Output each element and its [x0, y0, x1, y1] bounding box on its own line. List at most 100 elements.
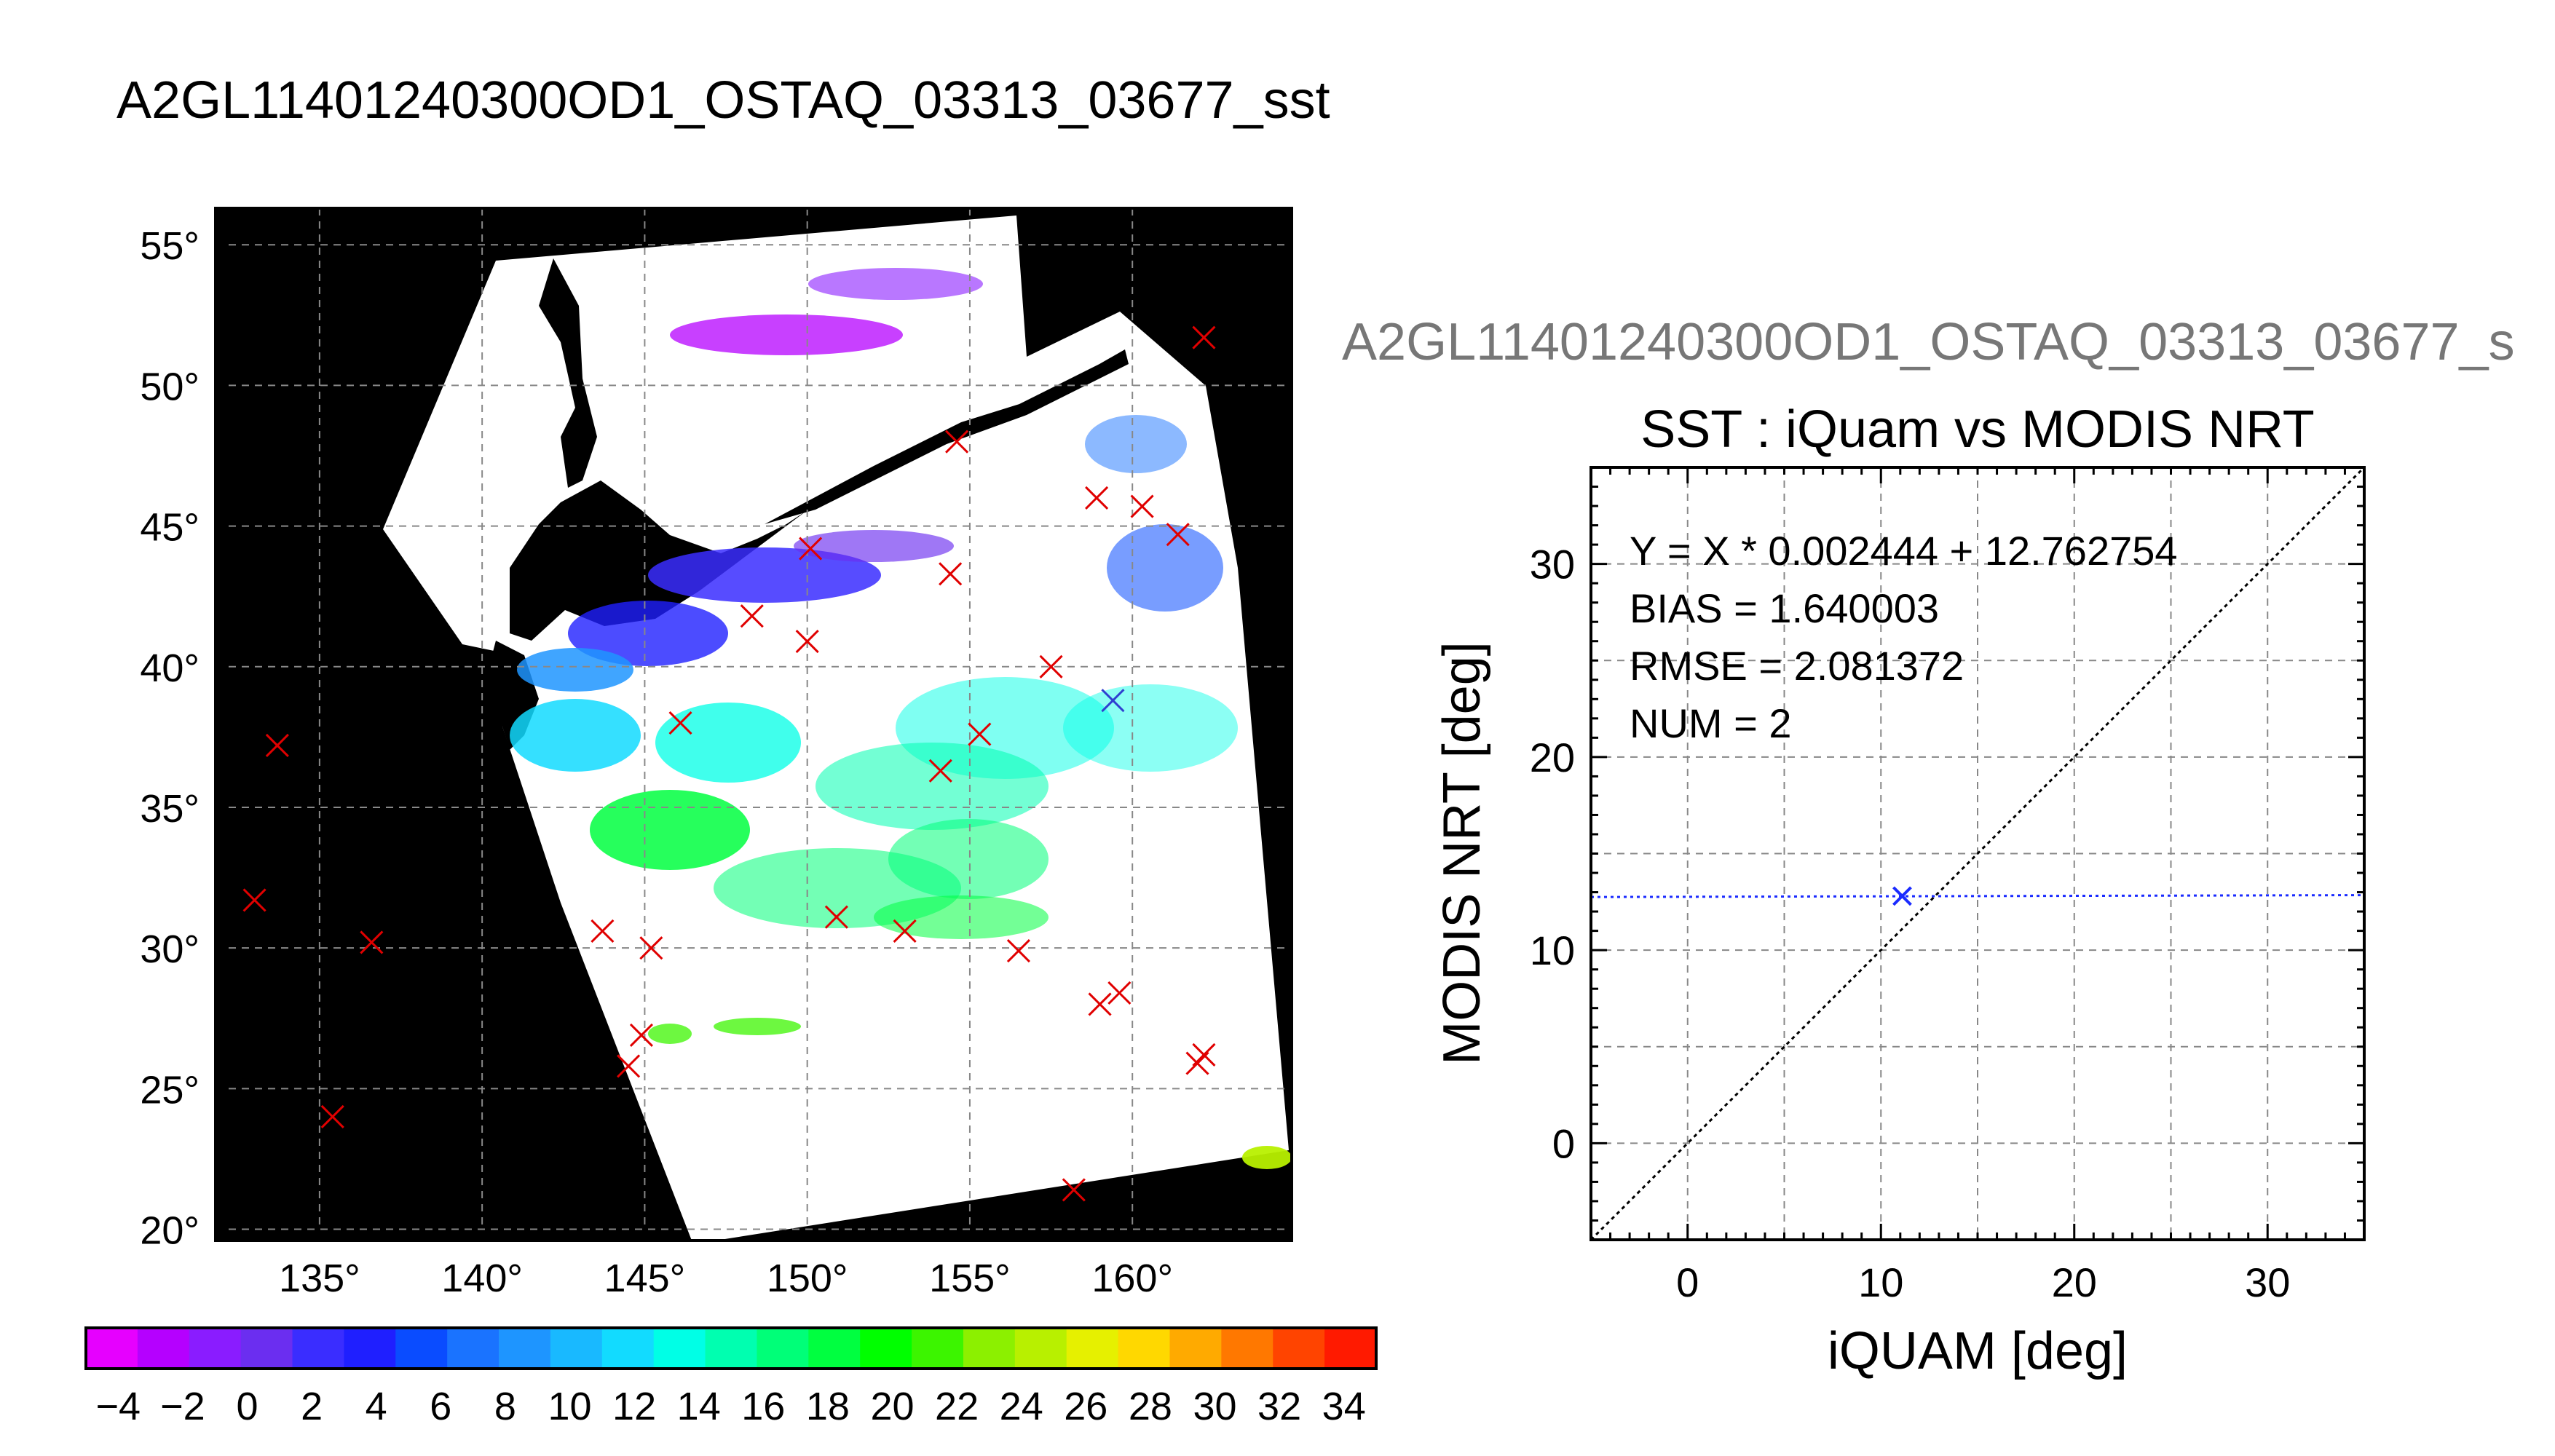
map-marker	[1062, 1178, 1086, 1202]
colorbar-cell	[137, 1328, 190, 1369]
colorbar-cell	[757, 1328, 809, 1369]
colorbar-tick-label: 4	[366, 1385, 387, 1428]
map-marker	[242, 888, 266, 912]
map-lat-label: 20°	[140, 1209, 200, 1253]
map-marker-stroke	[265, 733, 289, 758]
x-tick-labels: 0 10 20 30	[1676, 1259, 2290, 1305]
scatter-point	[1892, 886, 1912, 906]
map-marker-stroke	[629, 1023, 654, 1048]
fit-line	[1591, 894, 2364, 898]
map-ticks	[216, 243, 1134, 1241]
map-marker-stroke	[795, 629, 819, 654]
map-marker-stroke	[893, 919, 917, 943]
scatter-panel: A2GL11401240300OD1_OSTAQ_03313_03677_s S…	[1342, 313, 2515, 1380]
map-marker	[824, 905, 848, 929]
colorbar-tick-label: 18	[806, 1385, 850, 1428]
stats-bias: BIAS = 1.640003	[1630, 585, 1939, 631]
scatter-ticks	[1590, 466, 2366, 1241]
colorbar-tick-label: 34	[1322, 1385, 1366, 1428]
colorbar-cell	[550, 1328, 603, 1369]
x-tick-label: 10	[1858, 1259, 1903, 1305]
x-tick-label: 20	[2052, 1259, 2097, 1305]
colorbar-tick-label: 26	[1064, 1385, 1107, 1428]
map-marker-stroke	[799, 537, 823, 561]
map-marker	[1192, 325, 1216, 349]
map-marker-stroke	[1085, 486, 1109, 510]
colorbar-cells	[86, 1328, 1377, 1369]
y-tick-label: 30	[1530, 542, 1575, 587]
map-marker-stroke	[1039, 654, 1063, 678]
map-marker	[629, 1023, 654, 1048]
stats-fit-equation: Y = X * 0.002444 + 12.762754	[1630, 528, 2178, 574]
colorbar-tick-label: 16	[741, 1385, 785, 1428]
map-marker	[591, 919, 615, 943]
map-marker	[893, 919, 917, 943]
map-marker-stroke	[320, 1104, 344, 1129]
land-hokkaido	[510, 480, 808, 641]
colorbar-tick-label: 20	[870, 1385, 914, 1428]
colorbar-tick-label: 10	[548, 1385, 591, 1428]
colorbar-cell	[860, 1328, 912, 1369]
y-axis-label: MODIS NRT [deg]	[1433, 641, 1491, 1065]
map-lon-label: 155°	[929, 1257, 1011, 1300]
colorbar-cell	[1014, 1328, 1067, 1369]
colorbar-cell	[189, 1328, 242, 1369]
map-lon-labels: 135° 140° 145° 150° 155° 160°	[279, 1257, 1173, 1300]
map-marker	[639, 936, 663, 960]
swath-area	[383, 215, 1289, 1241]
colorbar-cell	[292, 1328, 344, 1369]
stats-rmse: RMSE = 2.081372	[1630, 643, 1964, 689]
map-marker	[1166, 523, 1190, 547]
colorbar-tick-label: 30	[1193, 1385, 1236, 1428]
map-marker-stroke	[668, 711, 692, 735]
colorbar-labels: −4 −2 0 2 4 6 8 10 12 14 16 18 20 22 24 26 28 30 32 34	[96, 1385, 1366, 1428]
map-lat-label: 35°	[140, 787, 200, 831]
map-marker-stroke	[1006, 938, 1030, 963]
colorbar-tick-label: 24	[1000, 1385, 1043, 1428]
colorbar-cell	[808, 1328, 861, 1369]
map-marker-stroke	[740, 604, 764, 628]
colorbar-cell	[963, 1328, 1016, 1369]
colorbar-tick-label: −4	[96, 1385, 141, 1428]
map-marker-stroke	[824, 905, 848, 929]
map-lon-label: 160°	[1091, 1257, 1173, 1300]
y-tick-label: 20	[1530, 735, 1575, 780]
map-marker-stroke	[591, 919, 615, 943]
sst-patches	[510, 268, 1292, 1169]
map-lon-label: 140°	[441, 1257, 523, 1300]
colorbar-cell	[86, 1328, 138, 1369]
colorbar-cell	[1118, 1328, 1171, 1369]
map-marker-stroke	[242, 888, 266, 912]
map-marker-stroke	[360, 930, 384, 954]
colorbar-cell	[1066, 1328, 1119, 1369]
map-marker	[939, 562, 963, 586]
colorbar-cell	[1324, 1328, 1377, 1369]
map-marker	[928, 759, 952, 783]
map-marker-stroke	[928, 759, 952, 783]
scatter-subtitle: A2GL11401240300OD1_OSTAQ_03313_03677_s	[1342, 313, 2515, 371]
map-marker	[668, 711, 692, 735]
colorbar-cell	[1221, 1328, 1273, 1369]
colorbar-cell	[447, 1328, 499, 1369]
colorbar-tick-label: 0	[236, 1385, 258, 1428]
map-marker	[1088, 992, 1112, 1016]
map-marker-stroke	[1166, 523, 1190, 547]
colorbar-tick-label: 2	[301, 1385, 323, 1428]
colorbar-cell	[499, 1328, 551, 1369]
map-lat-label: 55°	[140, 224, 200, 268]
map-lat-label: 40°	[140, 646, 200, 690]
y-tick-labels: 0 10 20 30	[1530, 542, 1575, 1167]
map-marker	[320, 1104, 344, 1129]
scatter-point-stroke	[1892, 886, 1912, 906]
map-lon-label: 145°	[604, 1257, 686, 1300]
colorbar-cell	[395, 1328, 448, 1369]
colorbar-tick-label: 28	[1129, 1385, 1172, 1428]
figure-title: A2GL11401240300OD1_OSTAQ_03313_03677_sst	[117, 71, 1330, 130]
land-sakhalin	[539, 258, 597, 488]
colorbar-cell	[912, 1328, 964, 1369]
map-marker	[1107, 981, 1132, 1005]
colorbar-cell	[1169, 1328, 1222, 1369]
map-marker	[1006, 938, 1030, 963]
chart-title: SST : iQuam vs MODIS NRT	[1640, 400, 2315, 459]
map-marker-stroke	[617, 1054, 641, 1078]
